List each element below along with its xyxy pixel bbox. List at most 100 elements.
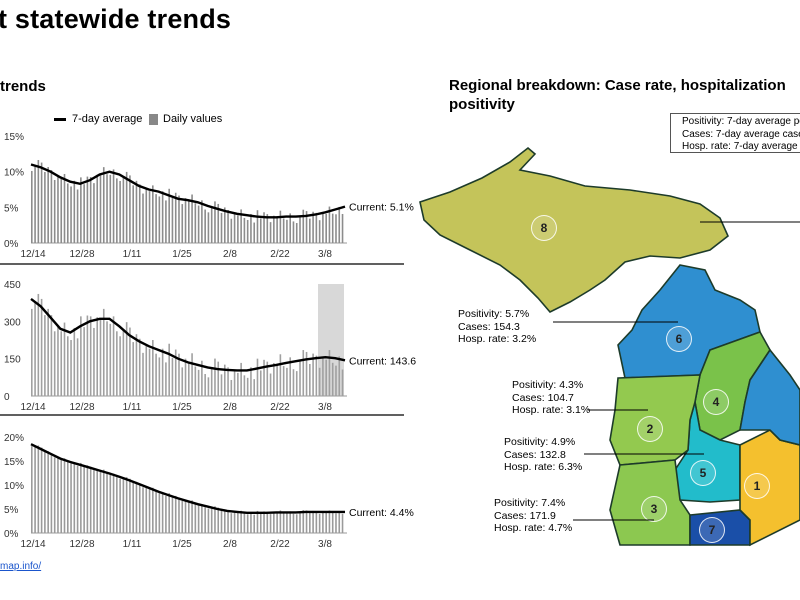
daily-bar — [220, 374, 223, 396]
daily-bar — [299, 216, 301, 243]
daily-bar — [66, 183, 69, 243]
daily-bar — [161, 348, 164, 396]
daily-bar — [102, 308, 105, 396]
daily-bar — [129, 175, 131, 243]
daily-bar — [47, 167, 49, 243]
x-tick-label: 1/11 — [123, 249, 142, 260]
daily-bar — [60, 459, 63, 533]
daily-bar — [96, 469, 99, 533]
daily-bar — [276, 512, 278, 533]
region-badge-2[interactable]: 2 — [637, 416, 663, 442]
daily-bar — [119, 478, 121, 533]
daily-bar — [295, 223, 298, 243]
annotation-region-6: Positivity: 5.7% Cases: 154.3 Hosp. rate… — [458, 308, 536, 346]
daily-bar — [83, 327, 85, 396]
region-badge-7[interactable]: 7 — [699, 517, 725, 543]
daily-bar — [341, 513, 344, 533]
daily-bar — [165, 362, 167, 396]
daily-bar — [112, 316, 115, 396]
daily-bar — [148, 191, 151, 243]
daily-bar — [70, 340, 72, 396]
legend-avg-label: 7-day average — [72, 113, 143, 125]
daily-bar — [325, 359, 327, 396]
daily-bar — [259, 218, 262, 243]
daily-bar — [168, 493, 170, 533]
daily-bar — [44, 315, 46, 396]
y-tick-label: 300 — [4, 317, 21, 328]
daily-bar — [93, 183, 95, 243]
daily-bar — [63, 322, 66, 396]
daily-bar — [217, 203, 220, 243]
current-label: Current: 4.4% — [349, 507, 414, 519]
daily-bar — [47, 308, 49, 396]
daily-bar — [223, 207, 226, 243]
daily-bar — [227, 210, 229, 243]
x-tick-label: 2/22 — [270, 402, 290, 413]
daily-bar — [53, 457, 56, 533]
bar-swatch-icon — [149, 113, 158, 125]
michigan-map — [419, 146, 800, 547]
daily-bar — [70, 463, 72, 533]
daily-bar — [135, 481, 138, 533]
x-tick-label: 12/14 — [20, 249, 45, 260]
daily-bar — [161, 492, 164, 533]
daily-bar — [138, 483, 141, 533]
daily-bar — [168, 343, 170, 396]
daily-bar — [256, 358, 259, 396]
daily-bar — [86, 315, 89, 396]
daily-bar — [138, 184, 141, 243]
region-badge-4[interactable]: 4 — [703, 389, 729, 415]
region-badge-5[interactable]: 5 — [690, 460, 716, 486]
region-badge-6[interactable]: 6 — [666, 326, 692, 352]
page-title: t statewide trends — [0, 4, 232, 34]
x-tick-label: 2/22 — [270, 249, 290, 260]
x-tick-label: 3/8 — [318, 539, 332, 550]
daily-bar — [263, 359, 265, 396]
daily-bar — [119, 180, 121, 243]
hospitalization-chart: 20% 15% 10% 5% 0% Current: 4.4% 12/14 12/28 1/11… — [4, 433, 414, 550]
trends-heading: trends — [0, 78, 46, 95]
line-swatch-icon — [54, 117, 66, 121]
daily-bar — [83, 466, 85, 533]
daily-bar — [31, 170, 33, 243]
daily-bar — [246, 514, 249, 533]
daily-bar — [276, 364, 278, 396]
daily-bar — [83, 184, 85, 243]
daily-bar — [99, 174, 102, 243]
daily-bar — [318, 220, 321, 243]
daily-bar — [322, 511, 324, 533]
region-badge-3[interactable]: 3 — [641, 496, 667, 522]
daily-bar — [237, 215, 239, 243]
annotation-positivity: Positivity: 5.7% — [458, 308, 530, 320]
region-east-shape[interactable] — [739, 348, 800, 446]
annotation-region-2: Positivity: 4.3% Cases: 104.7 Hosp. rate… — [512, 379, 590, 417]
daily-bar — [44, 451, 46, 533]
daily-bar — [102, 167, 105, 243]
daily-bar — [335, 214, 337, 243]
daily-bar — [165, 495, 167, 533]
daily-bar — [109, 323, 112, 396]
source-link[interactable]: map.info/ — [0, 561, 42, 572]
daily-bar — [106, 174, 108, 243]
daily-bar — [152, 340, 154, 396]
daily-bar — [299, 512, 301, 533]
daily-bar — [171, 496, 174, 533]
daily-bar — [63, 173, 66, 243]
daily-bar — [246, 377, 249, 396]
region-badge-8[interactable]: 8 — [531, 215, 557, 241]
daily-bar — [174, 349, 177, 396]
regional-heading: Regional breakdown: Case rate, hospitali… — [449, 77, 786, 113]
y-tick-label: 20% — [4, 433, 24, 444]
y-tick-label: 15% — [4, 457, 24, 468]
y-tick-label: 0% — [4, 529, 19, 540]
y-tick-label: 10% — [4, 168, 24, 179]
daily-bar — [181, 500, 184, 533]
daily-bar — [273, 215, 275, 243]
region-badge-1[interactable]: 1 — [744, 473, 770, 499]
daily-bar — [276, 217, 278, 243]
daily-bar — [214, 506, 216, 533]
region-8-shape[interactable] — [419, 146, 729, 313]
daily-bar — [230, 513, 233, 533]
daily-bar — [210, 507, 213, 533]
map-legend-box: Positivity: 7-day average po Cases: 7-da… — [670, 113, 800, 153]
